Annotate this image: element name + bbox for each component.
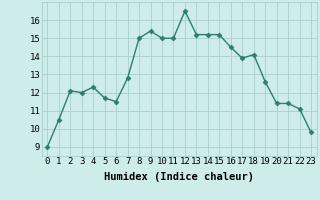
X-axis label: Humidex (Indice chaleur): Humidex (Indice chaleur) [104, 172, 254, 182]
